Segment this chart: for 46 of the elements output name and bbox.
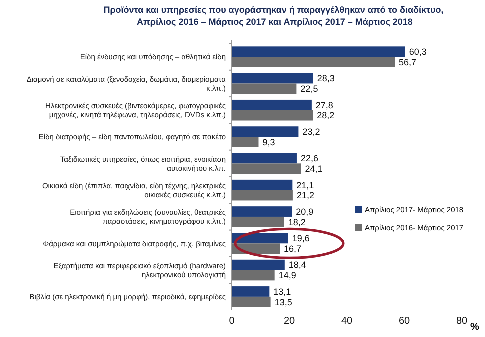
x-tick-label: 0	[229, 316, 236, 327]
bar	[232, 180, 293, 190]
bar	[232, 137, 259, 148]
x-axis-title: %	[470, 322, 480, 333]
data-label: 13,5	[274, 297, 292, 308]
data-label: 14,9	[278, 270, 296, 281]
data-label: 56,7	[399, 57, 417, 68]
bar	[232, 190, 293, 201]
bar	[232, 216, 284, 228]
data-label: 28,2	[317, 110, 335, 121]
x-tick-label: 20	[284, 316, 296, 327]
bar	[232, 270, 275, 281]
data-label: 28,3	[317, 74, 335, 84]
data-label: 9,3	[262, 137, 276, 148]
data-label: 23,2	[302, 126, 320, 137]
bar	[232, 46, 406, 58]
bar	[232, 126, 299, 138]
bar	[232, 84, 297, 94]
data-label: 24,1	[305, 164, 323, 174]
bar	[232, 57, 396, 68]
data-label: 16,7	[284, 244, 302, 254]
bar	[232, 100, 312, 110]
data-label: 18,2	[288, 217, 306, 228]
bar	[232, 110, 314, 121]
data-label: 18,4	[288, 260, 306, 270]
data-label: 22,5	[300, 84, 318, 94]
data-label: 13,1	[274, 286, 292, 297]
bar	[232, 153, 297, 164]
data-label: 21,2	[296, 190, 314, 201]
data-label: 21,1	[296, 180, 314, 190]
bar	[232, 286, 270, 297]
data-label: 19,6	[292, 234, 310, 244]
data-label: 27,8	[316, 100, 334, 110]
bar	[232, 296, 271, 308]
x-tick-label: 40	[341, 316, 353, 327]
bar	[232, 73, 314, 84]
bar	[232, 206, 292, 217]
data-label: 20,9	[296, 206, 314, 217]
data-label: 60,3	[409, 47, 427, 58]
x-tick-label: 80	[456, 316, 468, 327]
bar	[232, 233, 288, 244]
chart-title: Προϊόντα και υπηρεσίες που αγοράστηκαν ή παραγγέλθηκαν από το διαδίκτυο, Απρίλιος 2016 – Μάρτιος 2017 και Απρίλιος 2017 – Μάρτιος 2018	[104, 5, 446, 27]
bar	[232, 164, 302, 174]
data-label: 22,6	[300, 154, 319, 164]
x-tick-label: 60	[398, 316, 410, 327]
bar	[232, 260, 285, 270]
